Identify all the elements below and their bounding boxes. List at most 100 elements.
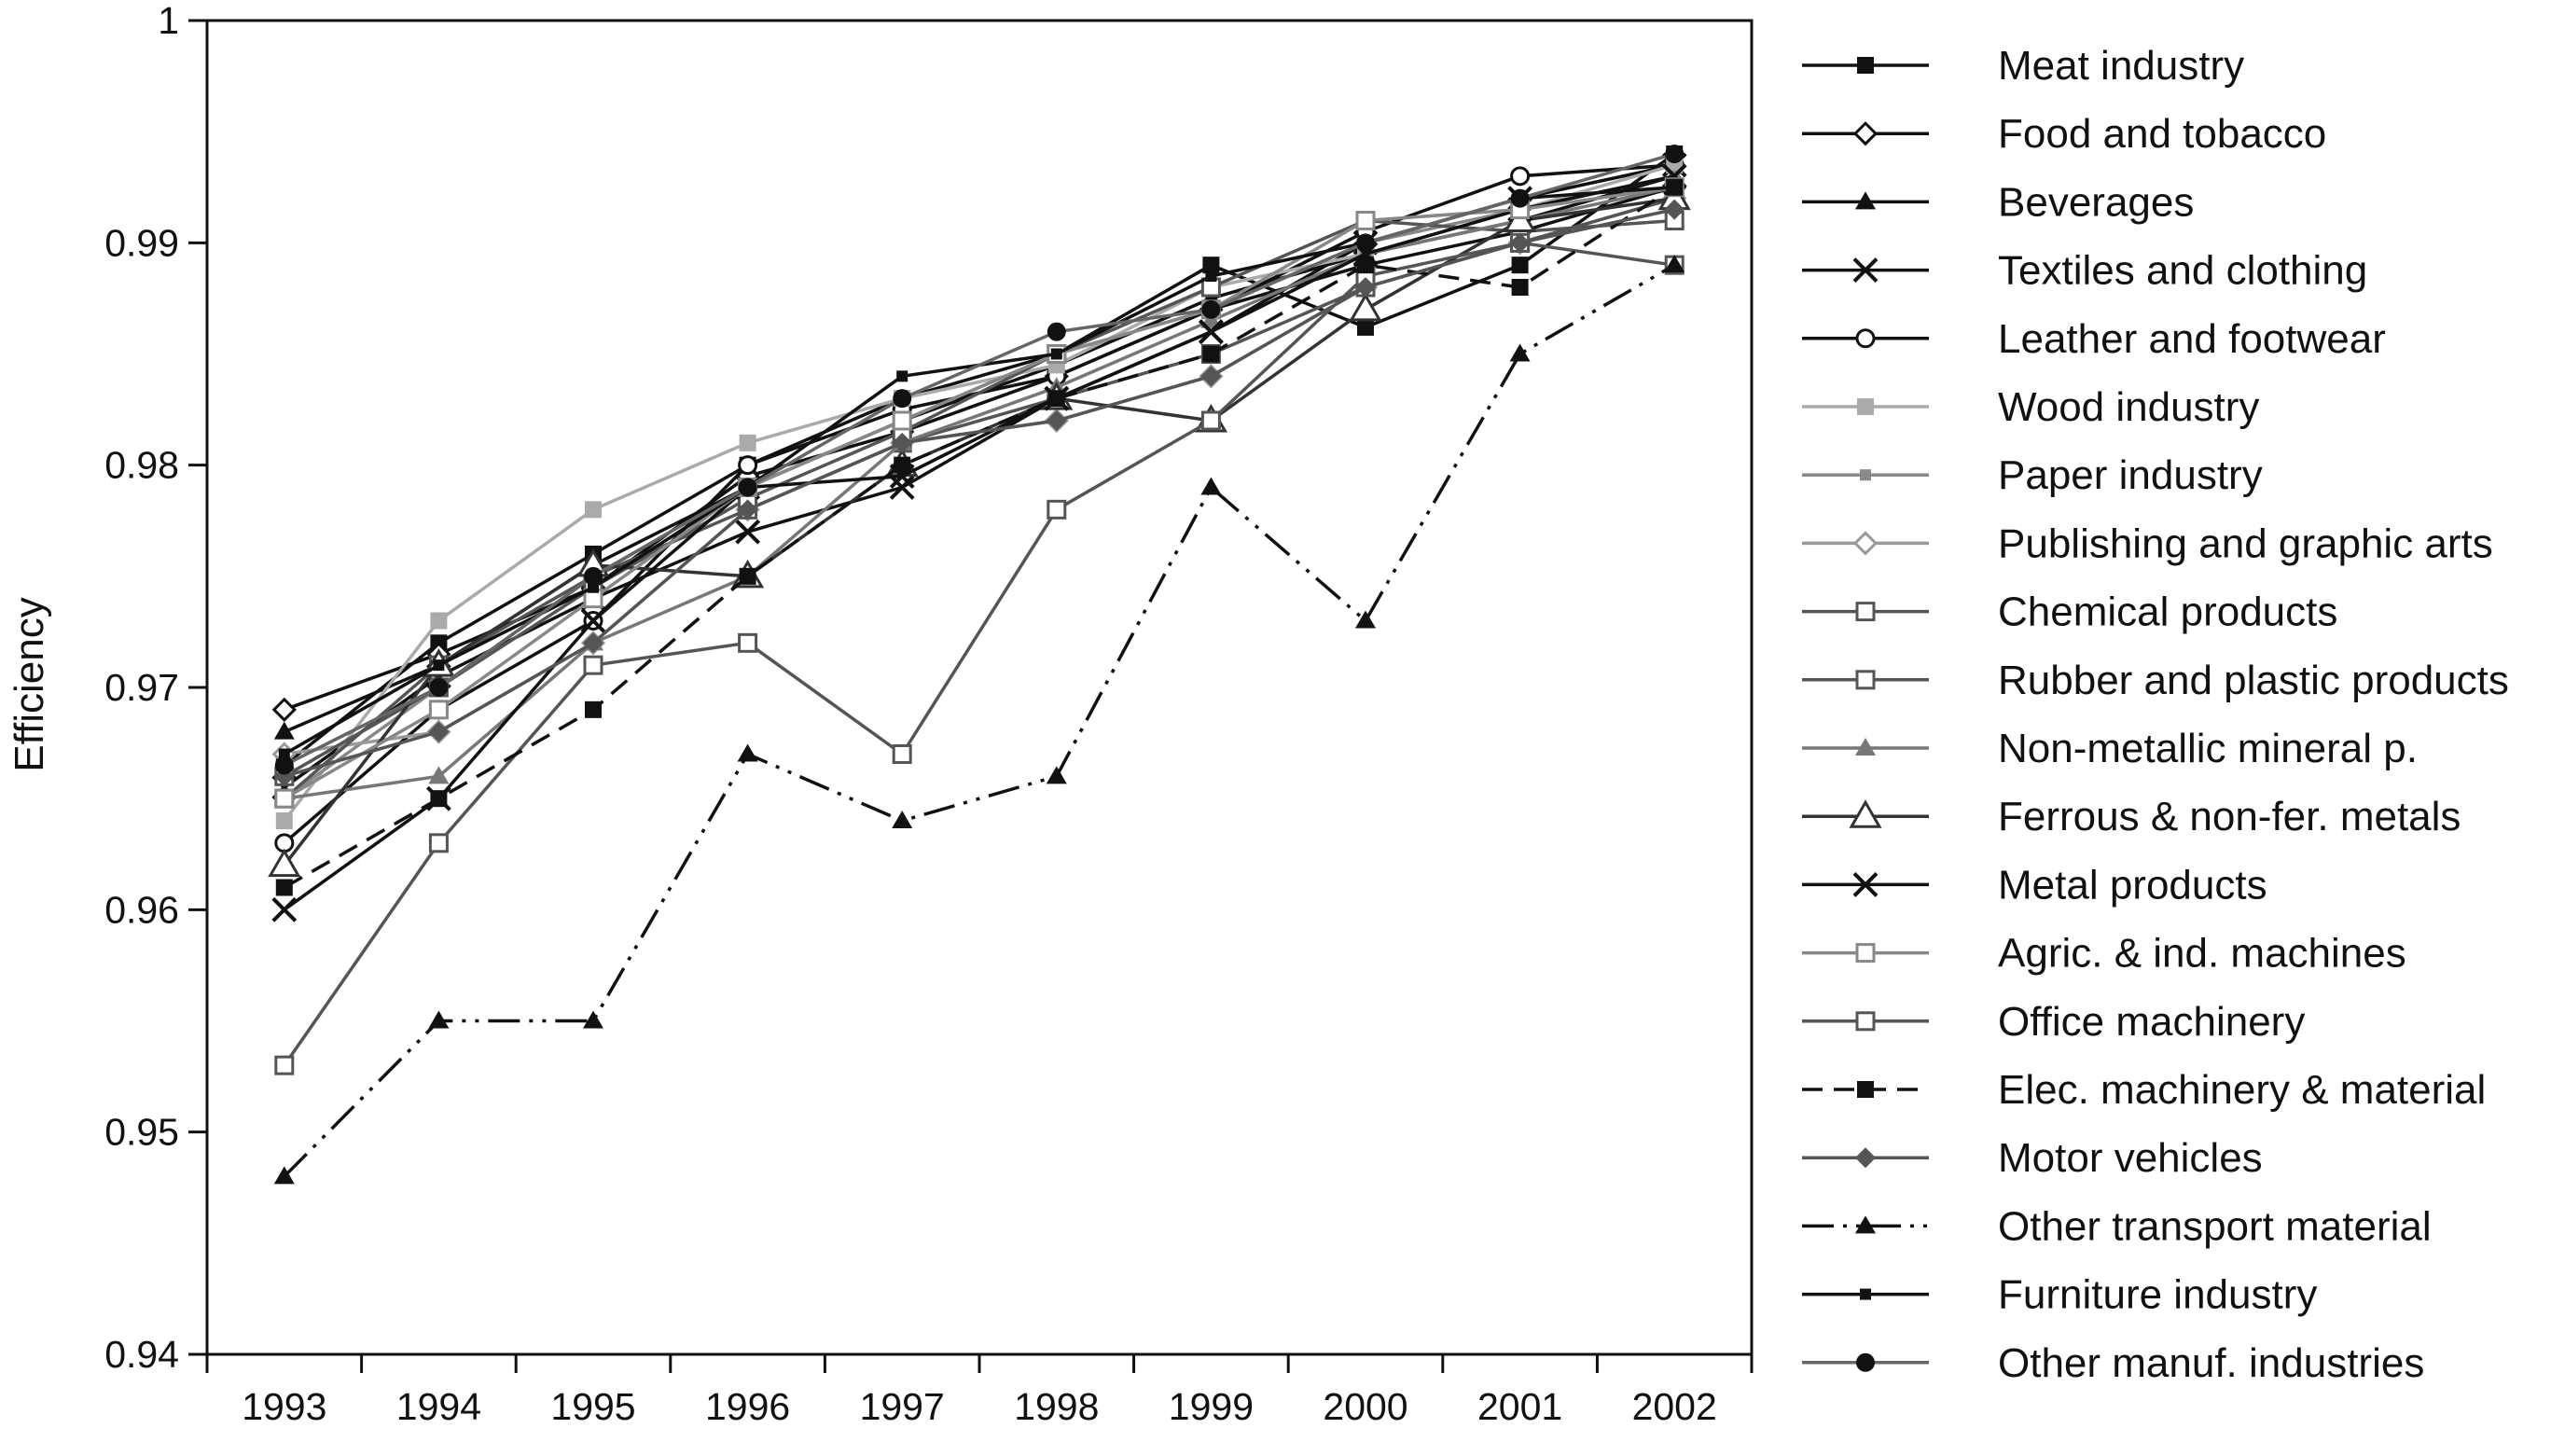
legend-label: Other manuf. industries (1998, 1340, 2424, 1386)
data-point (1357, 318, 1374, 336)
data-point (738, 632, 758, 653)
legend-item: Food and tobacco (1802, 111, 2326, 157)
legend-marker (1855, 670, 1876, 690)
legend-marker (1860, 1288, 1871, 1300)
data-point (737, 499, 758, 520)
data-point (271, 697, 297, 722)
legend-item: Non-metallic mineral p. (1802, 726, 2418, 771)
legend-marker (1857, 57, 1874, 74)
series-17 (273, 255, 1685, 1185)
data-point (1205, 270, 1217, 283)
data-point (893, 389, 912, 409)
data-point (1202, 345, 1220, 363)
y-tick-label: 0.98 (104, 444, 179, 487)
data-point (583, 632, 603, 654)
data-point (275, 879, 293, 896)
y-tick-label: 0.94 (104, 1333, 179, 1376)
data-point (894, 456, 911, 474)
legend-label: Paper industry (1998, 452, 2263, 498)
legend-item: Motor vehicles (1802, 1135, 2263, 1181)
series-19 (274, 145, 1685, 775)
data-point (274, 1055, 295, 1075)
data-point (737, 743, 758, 762)
data-point (1357, 257, 1374, 274)
data-point (892, 410, 912, 431)
series-12 (271, 163, 1687, 922)
data-point (1047, 499, 1067, 520)
legend-marker (1852, 121, 1879, 146)
data-point (896, 370, 908, 382)
data-point (271, 896, 298, 922)
x-tick-label: 2001 (1477, 1385, 1562, 1428)
data-point (1511, 257, 1529, 274)
legend-marker (1855, 602, 1876, 622)
data-point (1509, 232, 1531, 254)
data-point (583, 1010, 603, 1029)
data-point (738, 455, 758, 476)
data-point (428, 766, 450, 784)
y-tick-label: 0.97 (104, 666, 179, 709)
legend-marker (1849, 799, 1882, 828)
legend-item: Metal products (1802, 862, 2267, 908)
series-line (283, 152, 1676, 767)
legend-label: Elec. machinery & material (1998, 1067, 2486, 1113)
legend-marker (1855, 191, 1876, 210)
legend-item: Agric. & ind. machines (1802, 931, 2406, 977)
series-line (283, 163, 1675, 845)
legend-marker (1852, 871, 1879, 897)
data-point (429, 678, 449, 697)
data-point (1349, 292, 1382, 322)
legend-item: Paper industry (1802, 452, 2263, 498)
legend-item: Furniture industry (1802, 1272, 2317, 1318)
legend-label: Chemical products (1998, 589, 2337, 635)
data-point (1201, 299, 1221, 319)
x-tick-label: 1998 (1014, 1385, 1099, 1428)
series-line (284, 207, 1675, 778)
legend-item: Publishing and graphic arts (1802, 520, 2493, 566)
data-point (1200, 366, 1222, 387)
series-line (283, 218, 1675, 778)
legend-label: Motor vehicles (1998, 1135, 2263, 1181)
data-point (1669, 181, 1681, 193)
legend-item: Other transport material (1802, 1203, 2432, 1249)
legend-marker (1857, 398, 1874, 415)
data-point (1046, 766, 1067, 784)
data-point (892, 811, 913, 828)
legend-item: Beverages (1802, 179, 2194, 225)
legend: Meat industry Food and tobacco Beverages Te… (1802, 43, 2509, 1386)
data-point (428, 721, 450, 742)
data-point (1047, 322, 1066, 341)
series-3 (271, 152, 1687, 800)
data-point (430, 790, 448, 808)
data-point (275, 812, 293, 829)
legend-item: Textiles and clothing (1802, 248, 2367, 294)
legend-label: Food and tobacco (1998, 111, 2326, 157)
data-point (428, 700, 449, 720)
legend-label: Non-metallic mineral p. (1998, 726, 2418, 771)
legend-item: Ferrous & non-fer. metals (1802, 794, 2461, 839)
data-point (1202, 257, 1220, 274)
series-6 (278, 170, 1681, 805)
x-tick-label: 2002 (1632, 1385, 1717, 1428)
data-point (1510, 188, 1530, 208)
series-line (283, 185, 1675, 800)
data-point (739, 567, 756, 585)
axes: 0.94 0.95 0.96 0.97 0.98 0.99 1 1993 1994 1995 199… (104, 0, 1754, 1428)
data-point (1664, 199, 1685, 220)
legend-item: Meat industry (1802, 43, 2244, 89)
series-line (284, 152, 1675, 767)
data-point (274, 756, 294, 775)
data-point (1355, 277, 1376, 298)
legend-marker (1855, 1147, 1876, 1169)
legend-marker (1855, 328, 1876, 349)
series-10 (273, 176, 1685, 807)
legend-marker (1857, 1081, 1874, 1098)
legend-marker (1852, 257, 1879, 284)
legend-label: Metal products (1998, 862, 2267, 908)
data-point (1047, 390, 1065, 408)
legend-item: Rubber and plastic products (1802, 658, 2509, 703)
series-line (284, 185, 1675, 800)
legend-marker (1856, 1352, 1875, 1372)
data-point (1665, 145, 1685, 163)
